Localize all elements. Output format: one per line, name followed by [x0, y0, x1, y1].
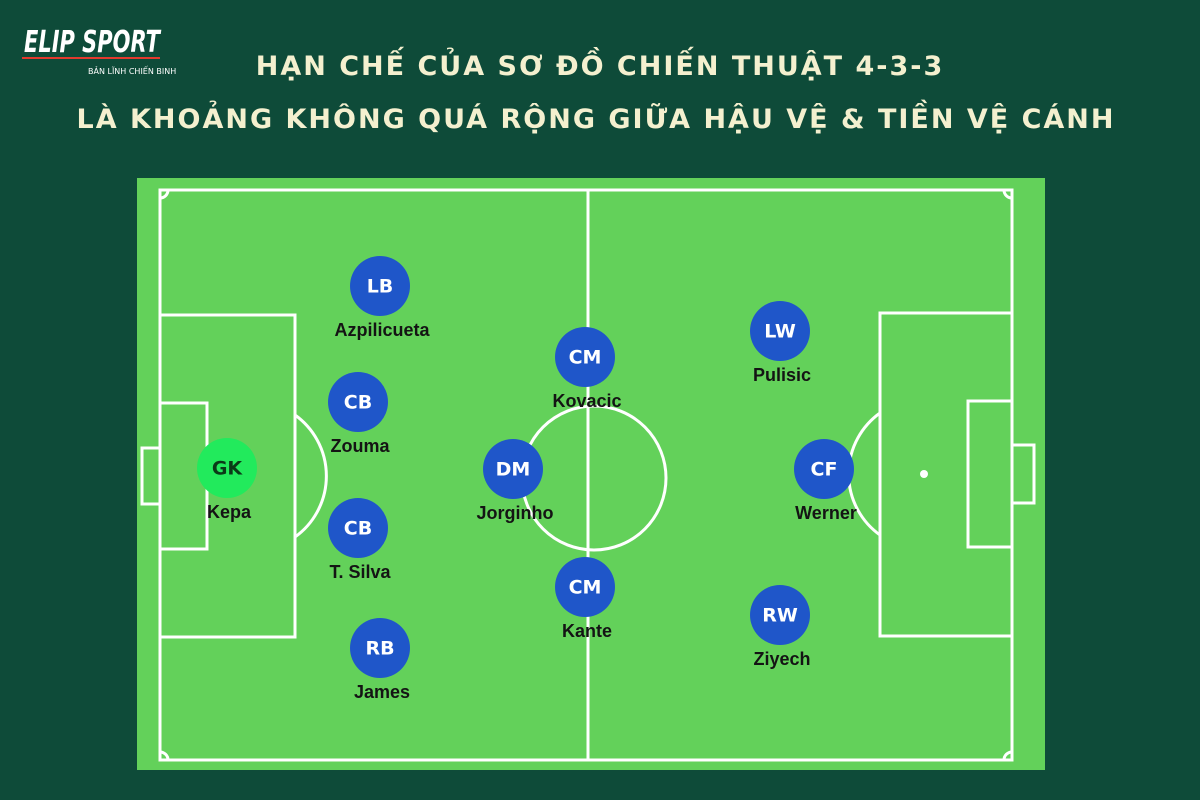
player-name: Kante [562, 621, 612, 641]
pitch [137, 178, 1045, 770]
player-name: Werner [795, 503, 857, 523]
title-line-2: LÀ KHOẢNG KHÔNG QUÁ RỘNG GIỮA HẬU VỆ & T… [76, 100, 1115, 135]
player-position: CM [569, 347, 602, 369]
player-marker [350, 256, 410, 316]
player-name: Azpilicueta [334, 320, 430, 340]
player-name: Zouma [330, 436, 390, 456]
player-position: CB [344, 392, 372, 414]
player: GK Kepa [197, 438, 257, 522]
player-position: DM [496, 459, 531, 481]
player-name: Pulisic [753, 365, 811, 385]
player-position: CB [344, 518, 372, 540]
player: CB Zouma [328, 372, 390, 456]
player: RW Ziyech [750, 585, 811, 669]
player-marker [750, 301, 810, 361]
player: LB Azpilicueta [334, 256, 430, 340]
player: CM Kante [555, 557, 615, 641]
player: CM Kovacic [552, 327, 622, 411]
player-marker [555, 327, 615, 387]
player: CF Werner [794, 439, 857, 523]
player-name: Kepa [207, 502, 252, 522]
player-marker [328, 372, 388, 432]
player-marker [328, 498, 388, 558]
left-goal [140, 446, 162, 506]
player-position: LW [764, 321, 796, 343]
pitch-grass [137, 178, 1045, 770]
player-position: RW [762, 605, 798, 627]
penalty-spot [920, 470, 928, 478]
player-name: Ziyech [753, 649, 810, 669]
logo: ELIP SPORT BẢN LĨNH CHIẾN BINH [22, 25, 176, 76]
player-name: Kovacic [552, 391, 621, 411]
player-marker [197, 438, 257, 498]
logo-brand: ELIP SPORT [24, 25, 162, 60]
title-line-1: HẠN CHẾ CỦA SƠ ĐỒ CHIẾN THUẬT 4-3-3 [256, 46, 945, 82]
corner-arcs [159, 189, 1013, 761]
left-penalty-arc [294, 413, 328, 539]
player: LW Pulisic [750, 301, 811, 385]
players: GK Kepa LB Azpilicueta CB Zouma CB T. Silva RB Ja… [197, 256, 857, 702]
player: DM Jorginho [477, 439, 554, 523]
player: RB James [350, 618, 410, 702]
player: CB T. Silva [328, 498, 392, 582]
player-position: GK [212, 458, 244, 480]
player-marker [350, 618, 410, 678]
logo-slogan: BẢN LĨNH CHIẾN BINH [88, 65, 176, 76]
player-marker [794, 439, 854, 499]
player-position: RB [365, 638, 394, 660]
player-position: CF [811, 459, 838, 481]
player-position: CM [569, 577, 602, 599]
player-marker [483, 439, 543, 499]
right-goal [1010, 443, 1036, 505]
player-name: T. Silva [329, 562, 391, 582]
player-marker [750, 585, 810, 645]
player-position: LB [367, 276, 394, 298]
player-name: James [354, 682, 410, 702]
player-name: Jorginho [477, 503, 554, 523]
player-marker [555, 557, 615, 617]
